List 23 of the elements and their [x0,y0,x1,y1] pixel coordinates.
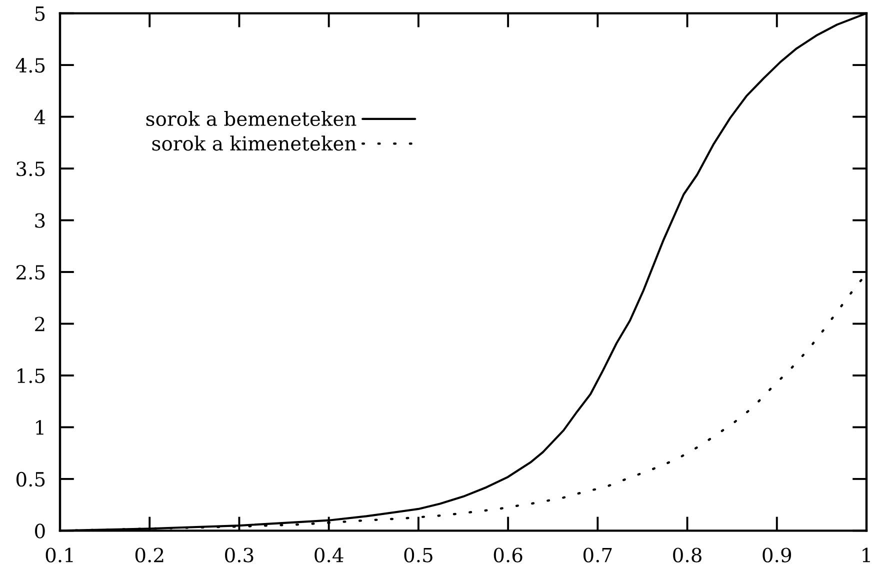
x-tick-label: 0.2 [135,548,164,562]
x-tick-label: 0.5 [404,548,432,562]
y-tick-label: 0.5 [16,472,45,487]
y-tick-label: 3 [35,213,45,228]
y-tick-label: 2 [35,316,44,332]
x-tick-label: 0.8 [673,548,702,562]
x-tick-label: 0.6 [494,548,522,562]
x-tick-label: 0.9 [762,548,792,562]
x-tick-label: 0.4 [314,548,344,562]
y-tick-label: 0 [35,524,45,538]
legend-label: sorok a kimeneteken [152,136,356,151]
x-tick-label: 1 [862,548,870,562]
y-tick-label: 1.5 [18,368,45,384]
y-tick-label: 2.5 [16,264,45,280]
y-tick-label: 1 [36,420,44,435]
y-tick-label: 4 [34,110,46,124]
y-tick-label: 3.5 [16,161,45,176]
x-tick-label: 0.7 [583,548,612,562]
x-tick-label: 0.1 [46,548,73,562]
legend-label: sorok a bemeneteken [146,110,356,126]
y-tick-label: 4.5 [16,58,45,73]
x-tick-label: 0.3 [225,548,254,562]
y-tick-label: 5 [35,6,45,21]
